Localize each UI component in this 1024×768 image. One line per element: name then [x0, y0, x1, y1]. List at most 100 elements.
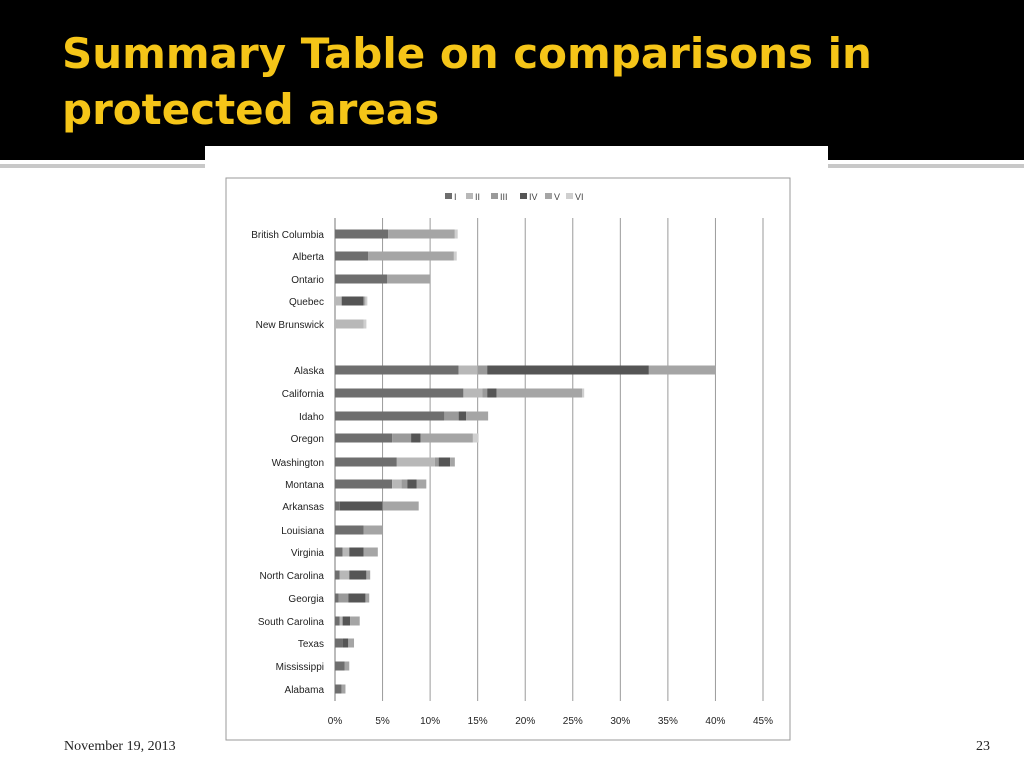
bar-segment [454, 229, 458, 239]
bar-segment [348, 638, 355, 648]
category-label: Oregon [291, 434, 324, 445]
bar-segment [648, 365, 716, 375]
bar-segment [366, 570, 371, 580]
bar-segment [341, 296, 364, 306]
bar-segment [335, 365, 459, 375]
footer-date: November 19, 2013 [64, 739, 176, 754]
bar-segment [339, 501, 383, 511]
chart-image-frame: 0% 5% 10% 15% 20% 25% 30% 35% 40% 45% I II III IV V VI B… [205, 146, 828, 768]
bar-segment [335, 501, 340, 511]
bar-segment [342, 638, 349, 648]
bar-segment [348, 593, 366, 603]
bar-segment [368, 251, 454, 261]
category-label: California [282, 389, 325, 400]
bar-segment [341, 684, 346, 694]
legend-label: V [554, 192, 560, 202]
category-label: Ontario [291, 275, 324, 286]
bar-segment [438, 457, 451, 467]
bar-segment [335, 229, 389, 239]
bar-segment [450, 457, 455, 467]
category-label: Texas [298, 639, 324, 650]
bar-segment [453, 251, 457, 261]
bar-segment [463, 388, 483, 398]
bar-segment [487, 365, 649, 375]
category-label: South Carolina [258, 617, 325, 628]
bar-segment [339, 570, 350, 580]
bar-segment [434, 457, 439, 467]
chart-border [225, 177, 791, 741]
category-label: Georgia [288, 594, 324, 605]
legend-label: VI [575, 192, 584, 202]
bar-segment [335, 638, 343, 648]
page-number: 23 [976, 739, 990, 754]
bar-segment [363, 296, 366, 306]
slide-title: Summary Table on comparisons in protecte… [62, 26, 962, 138]
bar-segment [396, 457, 435, 467]
x-tick-label: 15% [468, 716, 488, 727]
bar-segment [335, 616, 340, 626]
bar-segment [365, 593, 370, 603]
x-tick-label: 0% [328, 716, 343, 727]
x-tick-label: 40% [705, 716, 725, 727]
bar-segment [458, 365, 478, 375]
bar-segment [496, 388, 583, 398]
bar-segment [363, 525, 383, 535]
bar-segment [335, 274, 388, 284]
legend-swatch [566, 193, 573, 199]
legend-swatch [545, 193, 552, 199]
bar-segment [466, 411, 489, 421]
bar-segment [335, 296, 342, 306]
legend-label: I [454, 192, 457, 202]
bar-segment [420, 433, 473, 443]
category-label: Louisiana [281, 526, 324, 537]
category-label: Quebec [289, 297, 324, 308]
bar-segment [444, 411, 459, 421]
bar-segment [416, 479, 427, 489]
x-tick-label: 25% [563, 716, 583, 727]
bar-segment [487, 388, 497, 398]
bar-segment [342, 616, 351, 626]
bar-segment [382, 501, 419, 511]
bar-segment [411, 433, 421, 443]
x-tick-label: 35% [658, 716, 678, 727]
chart: 0% 5% 10% 15% 20% 25% 30% 35% 40% 45%I II III IV V VIB… [225, 177, 791, 741]
bar-segment [335, 525, 364, 535]
bar-segment [335, 388, 464, 398]
bar-segment [335, 479, 393, 489]
legend-swatch [445, 193, 452, 199]
x-tick-label: 30% [610, 716, 630, 727]
bar-segment [335, 684, 342, 694]
bar-segment [365, 296, 368, 306]
legend-label: II [475, 192, 480, 202]
bar-segment [335, 547, 343, 557]
bar-segment [350, 616, 360, 626]
bar-segment [392, 433, 412, 443]
slide-title-line-1: Summary Table on comparisons in [62, 29, 872, 78]
bar-segment [363, 319, 367, 329]
x-tick-label: 5% [375, 716, 390, 727]
bar-segment [335, 457, 397, 467]
bar-segment [582, 388, 585, 398]
legend-swatch [466, 193, 473, 199]
bar-segment [335, 433, 393, 443]
bar-segment [363, 547, 378, 557]
category-label: Montana [285, 480, 324, 491]
bar-segment [335, 570, 340, 580]
category-label: Alaska [294, 366, 324, 377]
category-label: North Carolina [260, 571, 325, 582]
bar-segment [335, 251, 369, 261]
x-tick-label: 45% [753, 716, 773, 727]
bar-segment [388, 229, 455, 239]
category-label: Arkansas [282, 502, 324, 513]
x-tick-label: 10% [420, 716, 440, 727]
bar-segment [482, 388, 488, 398]
bar-segment [335, 411, 445, 421]
category-label: Virginia [291, 548, 325, 559]
bar-segment [458, 411, 467, 421]
x-tick-label: 20% [515, 716, 535, 727]
legend-swatch [491, 193, 498, 199]
legend-label: III [500, 192, 508, 202]
category-label: Alberta [292, 252, 324, 263]
category-label: Mississippi [276, 662, 324, 673]
bar-segment [335, 593, 339, 603]
